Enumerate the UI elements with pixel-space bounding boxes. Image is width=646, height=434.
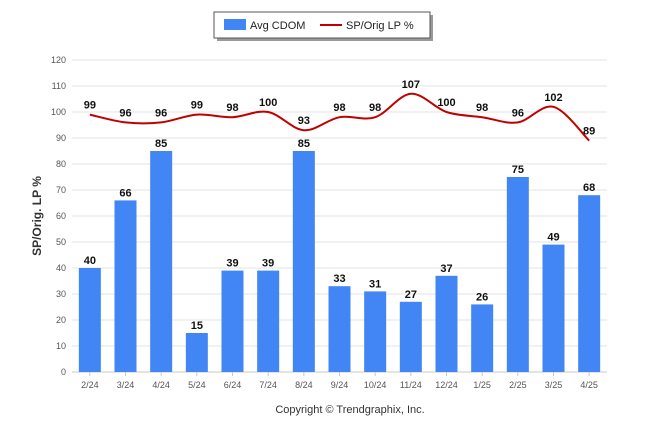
legend-label-line: SP/Orig LP % [346, 20, 414, 32]
x-tick-label: 10/24 [364, 380, 387, 390]
bar-value-label: 37 [440, 263, 452, 275]
bar-value-label: 66 [119, 187, 131, 199]
y-axis-label: SP/Orig. LP % [30, 176, 44, 256]
x-tick-label: 7/24 [259, 380, 277, 390]
bar [150, 151, 173, 372]
bar [221, 270, 244, 372]
y-tick-label: 30 [56, 289, 66, 299]
line-value-label: 96 [119, 107, 131, 119]
x-tick-label: 3/25 [545, 380, 563, 390]
line-value-label: 98 [333, 102, 345, 114]
bar-value-label: 40 [84, 255, 96, 267]
x-tick-label: 3/24 [117, 380, 135, 390]
y-axis-ticks: 0 10 20 30 40 50 60 70 80 90 100 110 120 [51, 55, 66, 377]
bar [506, 177, 529, 372]
line-path [89, 92, 590, 142]
bar-value-label: 31 [369, 278, 381, 290]
bar [435, 275, 458, 372]
bar [257, 270, 280, 372]
x-tick-label: 4/25 [580, 380, 598, 390]
y-tick-label: 80 [56, 159, 66, 169]
x-tick-label: 8/24 [295, 380, 313, 390]
bar [114, 200, 137, 372]
bar-value-label: 49 [547, 232, 559, 244]
legend-label-bar: Avg CDOM [250, 20, 305, 32]
bar [578, 195, 601, 372]
line-value-label: 93 [298, 115, 310, 127]
bar-value-label: 33 [333, 273, 345, 285]
y-tick-label: 50 [56, 237, 66, 247]
x-tick-label: 2/24 [81, 380, 99, 390]
bar-value-label: 75 [512, 164, 524, 176]
x-tick-label: 2/25 [509, 380, 527, 390]
bar-value-label: 39 [226, 258, 238, 270]
line-value-label: 89 [583, 126, 595, 138]
line-value-label: 98 [369, 102, 381, 114]
y-tick-label: 100 [51, 107, 66, 117]
line-value-label: 99 [84, 100, 96, 112]
data-labels: 40 66 85 15 39 39 85 33 31 27 37 26 75 49 68 99 96 96 99 98… [84, 79, 596, 332]
line-series [89, 92, 590, 142]
y-tick-label: 60 [56, 211, 66, 221]
line-value-label: 100 [437, 97, 455, 109]
bar [78, 268, 101, 372]
x-tick-label: 5/24 [188, 380, 206, 390]
bar-value-label: 85 [155, 138, 167, 150]
x-tick-label: 6/24 [224, 380, 242, 390]
x-tick-label: 12/24 [435, 380, 458, 390]
line-value-label: 98 [226, 102, 238, 114]
bar [328, 286, 351, 372]
line-value-label: 100 [259, 97, 277, 109]
bar [292, 151, 315, 372]
y-tick-label: 40 [56, 263, 66, 273]
bar-value-label: 15 [191, 320, 203, 332]
bar-value-label: 39 [262, 258, 274, 270]
y-tick-label: 70 [56, 185, 66, 195]
x-axis-ticks: 2/24 3/24 4/24 5/24 6/24 7/24 8/24 9/24 10/24 11/… [81, 372, 598, 390]
x-tick-label: 11/24 [400, 380, 422, 390]
line-value-label: 96 [155, 107, 167, 119]
bar-value-label: 27 [405, 289, 417, 301]
legend-swatch-bar [224, 19, 246, 30]
line-value-label: 98 [476, 102, 488, 114]
legend: Avg CDOM SP/Orig LP % [213, 11, 433, 41]
bar [542, 244, 565, 372]
line-value-label: 102 [544, 92, 562, 104]
y-tick-label: 110 [52, 81, 66, 91]
x-tick-label: 9/24 [331, 380, 349, 390]
y-tick-label: 120 [51, 55, 66, 65]
copyright-text: Copyright © Trendgraphix, Inc. [275, 404, 424, 416]
y-tick-label: 90 [56, 133, 66, 143]
y-tick-label: 0 [61, 367, 66, 377]
y-tick-label: 20 [56, 315, 66, 325]
x-tick-label: 1/25 [473, 380, 491, 390]
bar-value-label: 68 [583, 182, 595, 194]
x-tick-label: 4/24 [152, 380, 170, 390]
line-value-label: 96 [512, 107, 524, 119]
bar [185, 333, 208, 372]
bar-value-label: 26 [476, 291, 488, 303]
bar-value-label: 85 [298, 138, 310, 150]
bar [364, 291, 387, 372]
line-value-label: 107 [402, 79, 420, 91]
line-value-label: 99 [191, 100, 203, 112]
y-tick-label: 10 [56, 341, 66, 351]
bar [399, 301, 422, 372]
bar [471, 304, 494, 372]
bars [78, 151, 601, 372]
